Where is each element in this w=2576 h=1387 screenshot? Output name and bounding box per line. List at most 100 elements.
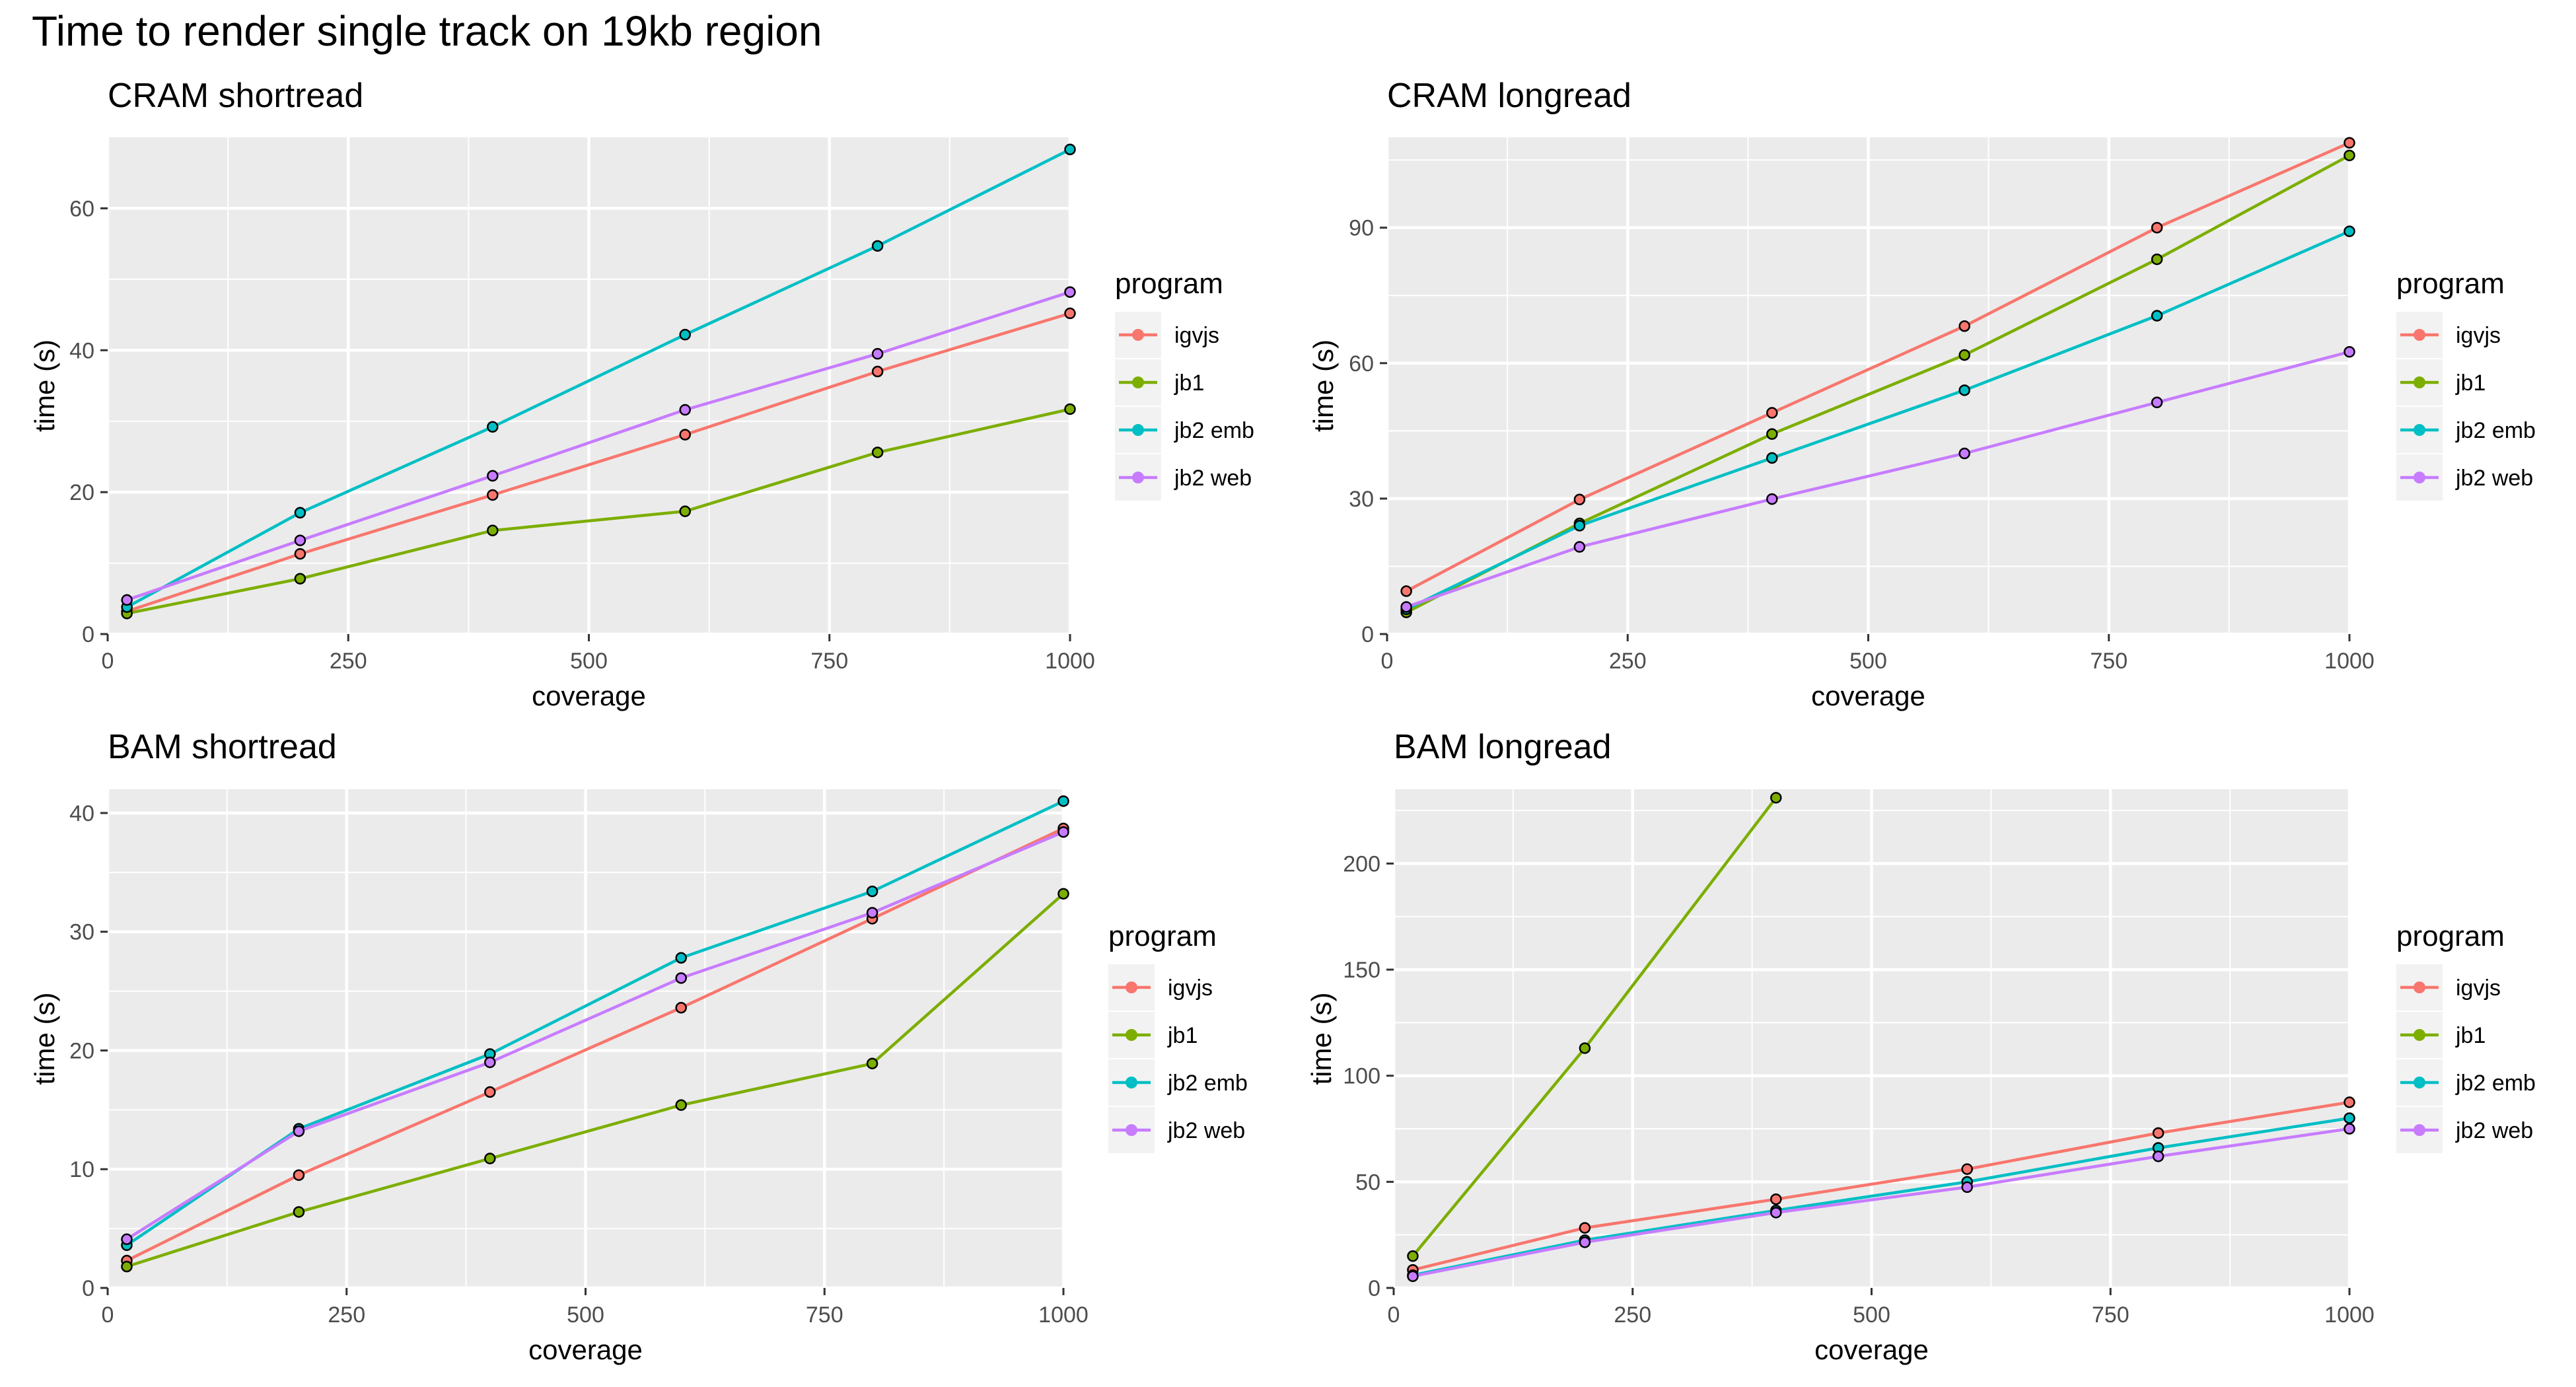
x-tick-label: 1000 (1045, 649, 1095, 674)
legend-key-point (2414, 329, 2425, 341)
legend-label: jb2 emb (1167, 1071, 1248, 1096)
legend-label: igvjs (1174, 323, 1219, 348)
legend-key-point (1132, 424, 1144, 436)
data-point (484, 1056, 496, 1069)
data-point (294, 507, 306, 519)
series-line-2 (126, 148, 1071, 609)
data-point (679, 505, 691, 517)
y-tick-label: 30 (69, 920, 94, 945)
data-point (1064, 143, 1076, 156)
legend-key-point (1126, 981, 1137, 993)
legend-label: jb1 (1174, 371, 1204, 396)
legend-key-point (1132, 376, 1144, 388)
y-tick-label: 100 (1343, 1064, 1380, 1089)
y-tick-label: 20 (69, 480, 94, 505)
y-tick-label: 90 (1349, 216, 1374, 241)
y-tick-label: 150 (1343, 958, 1380, 983)
data-point (1961, 1181, 1973, 1193)
legend-key-point (1126, 1077, 1137, 1088)
data-point (1407, 1250, 1419, 1262)
legend-key-point (1126, 1029, 1137, 1041)
legend-label: igvjs (1168, 976, 1213, 1001)
data-point (121, 1260, 133, 1273)
data-point (2151, 253, 2163, 266)
data-point (1057, 795, 1069, 807)
y-tick-label: 20 (69, 1038, 94, 1063)
data-point (1400, 601, 1412, 613)
x-tick-label: 1000 (2324, 1302, 2375, 1328)
x-tick-label: 250 (1614, 1302, 1651, 1328)
data-point (866, 885, 878, 898)
data-point (866, 1057, 878, 1069)
data-point (1579, 1236, 1591, 1248)
data-point (2343, 1123, 2355, 1135)
data-point (2343, 149, 2355, 162)
legend-label: jb1 (2455, 371, 2486, 396)
series-line-0 (1406, 141, 2350, 593)
legend-key-point (1132, 472, 1144, 483)
data-point (2343, 137, 2355, 149)
data-point (1958, 320, 1970, 332)
panel-3: BAM longread 0 250 500 750 1000 0 50 100 150 200 co… (1306, 728, 2536, 1365)
data-point (1573, 520, 1586, 532)
panel-title: CRAM longread (1387, 77, 1631, 115)
x-tick-label: 500 (1853, 1302, 1890, 1328)
data-point (1766, 493, 1778, 505)
legend-label: jb1 (2455, 1023, 2486, 1048)
x-axis-title: coverage (528, 1334, 643, 1365)
data-point (675, 972, 687, 984)
legend-key-point (2414, 472, 2425, 483)
x-tick-label: 250 (330, 649, 367, 674)
data-point (679, 404, 691, 416)
data-point (121, 594, 133, 606)
x-tick-label: 500 (570, 649, 608, 674)
y-tick-label: 0 (82, 622, 94, 647)
legend-key-point (1132, 329, 1144, 341)
data-point (1958, 384, 1970, 396)
series-line-2 (1406, 230, 2350, 611)
x-tick-label: 750 (806, 1302, 843, 1328)
data-point (1573, 493, 1586, 506)
legend-label: jb2 emb (1174, 418, 1254, 443)
legend-label: jb2 web (2455, 1118, 2533, 1143)
panel-title: BAM shortread (108, 728, 337, 766)
data-point (2343, 225, 2355, 237)
data-point (293, 1206, 305, 1218)
y-axis-title: time (s) (1308, 339, 1339, 432)
data-point (2151, 396, 2163, 409)
data-point (1400, 585, 1412, 597)
x-tick-label: 750 (810, 649, 848, 674)
x-tick-label: 250 (1609, 649, 1647, 674)
panel-title: BAM longread (1394, 728, 1612, 766)
x-tick-label: 0 (1388, 1302, 1400, 1328)
y-tick-label: 50 (1355, 1170, 1380, 1195)
data-point (294, 534, 306, 546)
data-point (1407, 1270, 1419, 1283)
data-point (1064, 286, 1076, 298)
data-point (2151, 221, 2163, 234)
series-line-3 (125, 830, 1064, 1241)
y-tick-label: 40 (69, 801, 94, 826)
panel-0: CRAM shortread 0 250 500 750 1000 0 20 40 60 cover… (29, 77, 1254, 711)
data-point (1573, 541, 1586, 553)
data-point (871, 365, 884, 378)
series-line-1 (126, 408, 1071, 616)
y-axis-title: time (s) (1306, 993, 1337, 1085)
x-tick-label: 1000 (2324, 649, 2375, 674)
data-point (1064, 307, 1076, 320)
data-point (871, 240, 884, 252)
data-point (121, 1233, 133, 1246)
data-point (871, 347, 884, 360)
legend-key-point (2414, 1124, 2425, 1136)
legend-key-point (2414, 376, 2425, 388)
data-point (866, 907, 878, 919)
data-point (294, 573, 306, 585)
x-tick-label: 1000 (1038, 1302, 1089, 1328)
data-point (679, 429, 691, 441)
legend-label: jb2 emb (2455, 1071, 2536, 1096)
data-point (1766, 452, 1778, 464)
series-line-0 (126, 312, 1071, 613)
x-axis-title: coverage (1811, 680, 1925, 711)
